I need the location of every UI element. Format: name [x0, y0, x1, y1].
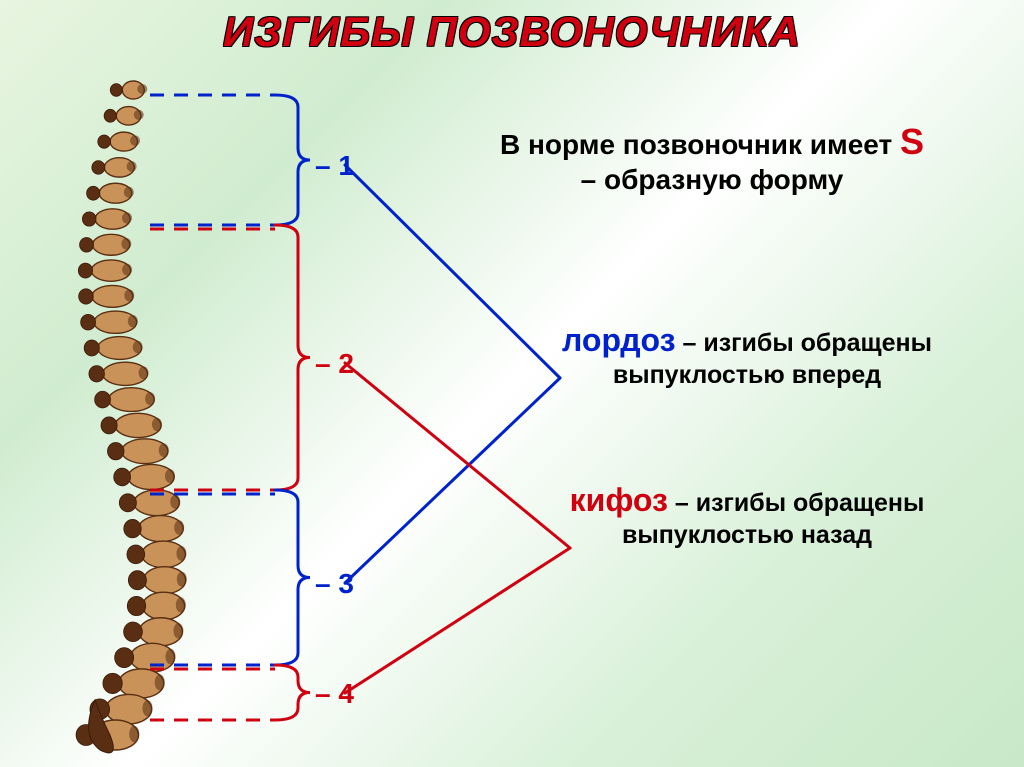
kifoz-term: кифоз — [570, 482, 668, 518]
spine-illustration — [76, 81, 187, 753]
intro-line2: – образную форму — [581, 164, 844, 195]
intro-text: В норме позвоночник имеет S – образную ф… — [420, 120, 1004, 197]
intro-s-letter: S — [900, 121, 924, 162]
page-title: ИЗГИБЫ ПОЗВОНОЧНИКА — [0, 8, 1024, 56]
bracket-label-2: – 2 — [315, 348, 354, 380]
lordoz-definition: лордоз – изгибы обращены выпуклостью впе… — [500, 320, 994, 391]
kifoz-definition: кифоз – изгибы обращены выпуклостью наза… — [500, 480, 994, 551]
bracket-label-3: – 3 — [315, 568, 354, 600]
bracket-label-4: – 4 — [315, 678, 354, 710]
bracket-label-1: – 1 — [315, 150, 354, 182]
intro-line1: В норме позвоночник имеет — [500, 129, 900, 160]
lordoz-term: лордоз — [562, 322, 676, 358]
section-dashes — [150, 95, 275, 720]
connector-lines — [345, 165, 570, 693]
brackets — [275, 95, 310, 720]
kifoz-rest: – изгибы обращены выпуклостью назад — [622, 489, 924, 549]
